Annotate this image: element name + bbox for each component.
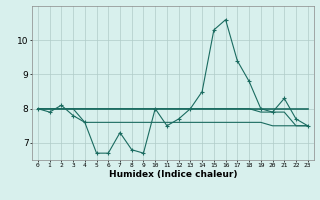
X-axis label: Humidex (Indice chaleur): Humidex (Indice chaleur) bbox=[108, 170, 237, 179]
